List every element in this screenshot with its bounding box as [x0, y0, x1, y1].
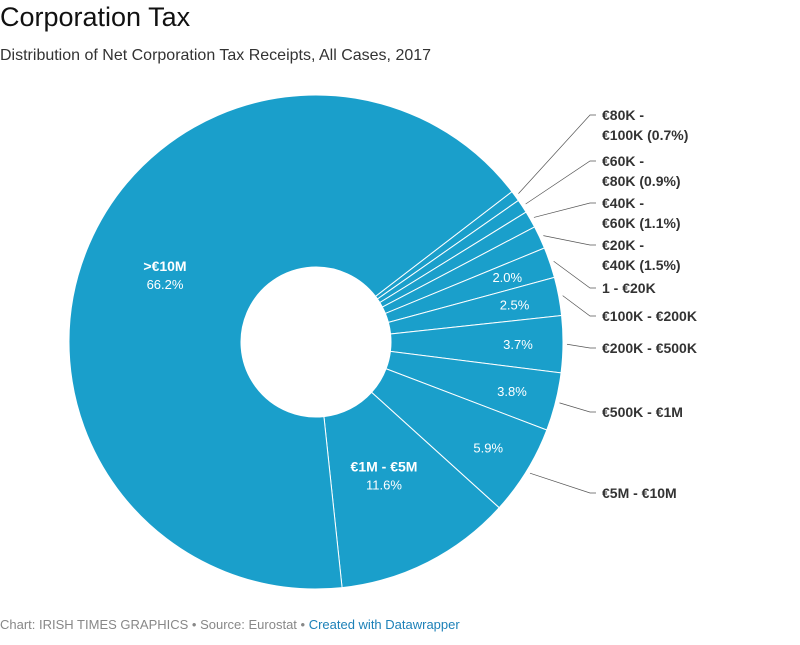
- leader-line: [553, 260, 596, 289]
- slice-label: 1 - €20K: [602, 280, 656, 296]
- slice-value-label: 3.7%: [503, 337, 533, 352]
- chart-subtitle: Distribution of Net Corporation Tax Rece…: [0, 47, 432, 64]
- chart-title: Corporation Tax: [0, 2, 191, 32]
- leader-line: [525, 160, 596, 205]
- slice-label: €60K (1.1%): [602, 215, 681, 231]
- leader-line: [566, 343, 596, 349]
- slice-label: €40K (1.5%): [602, 257, 681, 273]
- leader-line: [518, 114, 596, 194]
- slice-label: €60K -: [602, 153, 644, 169]
- slice-label: €100K (0.7%): [602, 127, 688, 143]
- slice-label: €20K -: [602, 237, 644, 253]
- slice-label: €500K - €1M: [602, 404, 683, 420]
- source-credit: Source: Eurostat: [200, 617, 297, 632]
- chart-footer: Chart: IRISH TIMES GRAPHICS • Source: Eu…: [0, 617, 460, 632]
- slice-label: €5M - €10M: [602, 485, 677, 501]
- slice-value-label: 66.2%: [147, 277, 184, 292]
- slice-10: [68, 94, 513, 590]
- slice-label: €40K -: [602, 195, 644, 211]
- chart-credit: Chart: IRISH TIMES GRAPHICS: [0, 617, 189, 632]
- slice-name-label: >€10M: [143, 258, 186, 274]
- leader-line: [529, 472, 596, 494]
- slice-value-label: 2.0%: [492, 270, 522, 285]
- leader-line: [533, 202, 596, 218]
- slice-9: [323, 391, 500, 589]
- slice-label: €100K - €200K: [602, 308, 697, 324]
- slice-value-label: 5.9%: [473, 441, 503, 456]
- slice-label: €80K (0.9%): [602, 173, 681, 189]
- slice-value-label: 3.8%: [497, 384, 527, 399]
- slice-label: €200K - €500K: [602, 340, 697, 356]
- leader-line: [559, 402, 596, 413]
- leader-line: [562, 295, 596, 317]
- slice-name-label: €1M - €5M: [351, 459, 418, 475]
- leader-line: [543, 235, 596, 246]
- slice-value-label: 2.5%: [500, 298, 530, 313]
- slice-value-label: 11.6%: [366, 478, 402, 493]
- datawrapper-link[interactable]: Created with Datawrapper: [308, 617, 460, 632]
- separator: •: [188, 617, 201, 632]
- slice-label: €80K -: [602, 107, 644, 123]
- separator: •: [296, 617, 309, 632]
